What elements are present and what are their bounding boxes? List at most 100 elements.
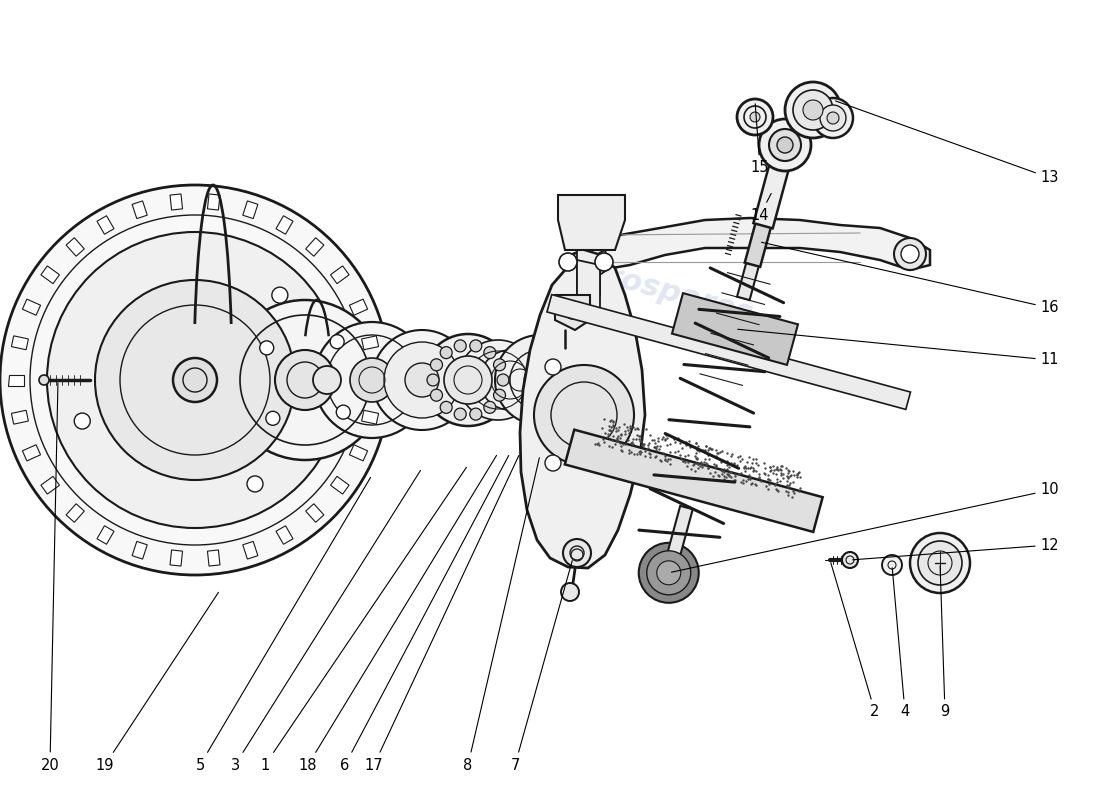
- Text: 14: 14: [750, 194, 771, 222]
- Text: 9: 9: [940, 566, 949, 719]
- Circle shape: [384, 342, 460, 418]
- Polygon shape: [745, 216, 773, 267]
- Text: eurospares: eurospares: [98, 331, 292, 409]
- Polygon shape: [350, 299, 367, 315]
- Text: 5: 5: [196, 478, 371, 773]
- Text: 19: 19: [96, 592, 219, 773]
- Text: 1: 1: [261, 467, 466, 773]
- Polygon shape: [11, 410, 29, 424]
- Circle shape: [266, 411, 279, 426]
- Polygon shape: [520, 250, 645, 568]
- Circle shape: [39, 375, 50, 385]
- Polygon shape: [97, 526, 114, 544]
- Polygon shape: [276, 216, 293, 234]
- Polygon shape: [306, 504, 323, 522]
- Circle shape: [534, 365, 634, 465]
- Polygon shape: [366, 374, 382, 386]
- Polygon shape: [66, 504, 85, 522]
- Circle shape: [813, 98, 852, 138]
- Circle shape: [173, 358, 217, 402]
- Polygon shape: [330, 476, 349, 494]
- Circle shape: [759, 119, 811, 171]
- Text: 18: 18: [299, 455, 496, 773]
- Text: 12: 12: [852, 538, 1059, 560]
- Polygon shape: [11, 336, 29, 350]
- Circle shape: [785, 82, 842, 138]
- Circle shape: [559, 253, 578, 271]
- Circle shape: [226, 300, 385, 460]
- Circle shape: [639, 542, 698, 603]
- Polygon shape: [306, 238, 323, 256]
- Circle shape: [901, 245, 918, 263]
- Circle shape: [544, 455, 561, 471]
- Circle shape: [470, 340, 482, 352]
- Circle shape: [405, 363, 439, 397]
- Polygon shape: [276, 526, 293, 544]
- Circle shape: [272, 287, 288, 303]
- Polygon shape: [66, 238, 85, 256]
- Circle shape: [260, 341, 274, 355]
- Polygon shape: [660, 506, 693, 585]
- Polygon shape: [578, 218, 930, 270]
- Circle shape: [827, 112, 839, 124]
- Circle shape: [561, 583, 579, 601]
- Circle shape: [330, 334, 344, 349]
- Polygon shape: [243, 201, 257, 218]
- Polygon shape: [41, 266, 59, 284]
- Circle shape: [910, 533, 970, 593]
- Polygon shape: [170, 194, 183, 210]
- Circle shape: [494, 389, 506, 401]
- Polygon shape: [22, 299, 41, 315]
- Circle shape: [430, 359, 442, 371]
- Polygon shape: [737, 229, 768, 300]
- Circle shape: [494, 359, 506, 371]
- Circle shape: [918, 541, 962, 585]
- Polygon shape: [243, 542, 257, 559]
- Polygon shape: [132, 201, 147, 218]
- Circle shape: [444, 356, 492, 404]
- Circle shape: [95, 280, 295, 480]
- Text: 8: 8: [463, 458, 539, 773]
- Circle shape: [440, 346, 452, 358]
- Circle shape: [497, 374, 509, 386]
- Text: 16: 16: [761, 242, 1059, 315]
- Text: 11: 11: [738, 330, 1059, 367]
- Text: 6: 6: [340, 455, 508, 773]
- Circle shape: [484, 346, 496, 358]
- Circle shape: [350, 358, 394, 402]
- Polygon shape: [330, 266, 349, 284]
- Polygon shape: [556, 295, 590, 330]
- Circle shape: [750, 112, 760, 122]
- Polygon shape: [578, 248, 600, 308]
- Circle shape: [74, 413, 90, 429]
- Circle shape: [440, 402, 452, 414]
- Text: 15: 15: [750, 104, 769, 175]
- Polygon shape: [208, 550, 220, 566]
- Circle shape: [470, 408, 482, 420]
- Circle shape: [495, 335, 585, 425]
- Circle shape: [314, 322, 430, 438]
- Text: 20: 20: [41, 382, 59, 773]
- Polygon shape: [754, 154, 792, 228]
- Circle shape: [454, 408, 466, 420]
- Circle shape: [544, 359, 561, 375]
- Text: 10: 10: [671, 482, 1059, 572]
- Circle shape: [0, 185, 390, 575]
- Text: 7: 7: [510, 561, 572, 773]
- Circle shape: [793, 90, 833, 130]
- Text: 17: 17: [365, 455, 519, 773]
- Circle shape: [427, 374, 439, 386]
- Polygon shape: [362, 336, 378, 350]
- Circle shape: [248, 476, 263, 492]
- Circle shape: [498, 358, 542, 402]
- Circle shape: [595, 253, 613, 271]
- Polygon shape: [97, 216, 114, 234]
- Polygon shape: [362, 410, 378, 424]
- Circle shape: [882, 555, 902, 575]
- Circle shape: [430, 389, 442, 401]
- Polygon shape: [564, 430, 823, 532]
- Circle shape: [647, 550, 691, 595]
- Circle shape: [820, 105, 846, 131]
- Polygon shape: [9, 374, 23, 386]
- Circle shape: [777, 137, 793, 153]
